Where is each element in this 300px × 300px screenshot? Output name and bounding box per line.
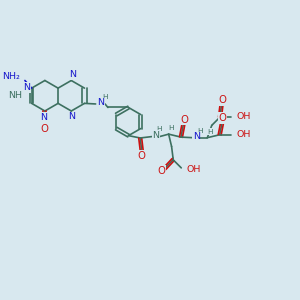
Text: O: O [219, 113, 226, 123]
Text: O: O [137, 151, 145, 160]
Text: H: H [197, 128, 202, 134]
Text: NH: NH [8, 91, 22, 100]
Text: H: H [168, 125, 174, 131]
Text: H: H [102, 94, 108, 100]
Text: OH: OH [236, 112, 251, 121]
Text: N: N [23, 83, 30, 92]
Text: O: O [41, 124, 49, 134]
Text: N: N [98, 98, 104, 107]
Text: O: O [218, 95, 226, 105]
Text: OH: OH [237, 130, 251, 139]
Text: N: N [152, 131, 160, 140]
Text: N: N [69, 70, 76, 79]
Text: O: O [157, 166, 165, 176]
Text: N: N [193, 132, 200, 141]
Text: N: N [68, 112, 75, 122]
Text: O: O [180, 115, 188, 124]
Text: H: H [157, 126, 162, 132]
Text: NH₂: NH₂ [2, 72, 20, 81]
Text: OH: OH [187, 165, 201, 174]
Text: H: H [207, 129, 212, 135]
Text: N: N [40, 113, 47, 122]
